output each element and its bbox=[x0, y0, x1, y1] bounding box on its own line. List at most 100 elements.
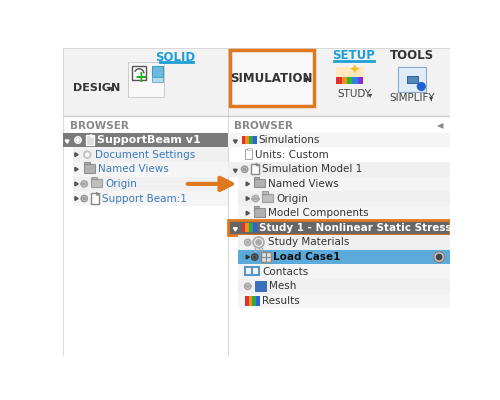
Circle shape bbox=[434, 252, 444, 262]
Bar bbox=[91, 179, 102, 187]
Bar bbox=[408, 76, 418, 84]
Text: Study 1 - Nonlinear Static Stress: Study 1 - Nonlinear Static Stress bbox=[258, 223, 451, 233]
Bar bbox=[398, 67, 426, 92]
Text: Results: Results bbox=[262, 296, 300, 306]
Polygon shape bbox=[246, 255, 250, 259]
Text: Named Views: Named Views bbox=[268, 179, 338, 189]
Text: ▾: ▾ bbox=[304, 74, 309, 84]
Bar bbox=[246, 136, 250, 144]
Text: Units: Custom: Units: Custom bbox=[254, 150, 328, 160]
Circle shape bbox=[254, 256, 256, 258]
Circle shape bbox=[418, 83, 425, 90]
Bar bbox=[254, 206, 260, 208]
Bar bbox=[251, 164, 258, 174]
Bar bbox=[254, 179, 265, 187]
Bar bbox=[247, 148, 252, 150]
Bar bbox=[230, 50, 314, 106]
Bar bbox=[238, 279, 450, 294]
Bar bbox=[253, 136, 257, 144]
Bar bbox=[252, 267, 260, 275]
Polygon shape bbox=[75, 197, 78, 200]
Bar bbox=[84, 164, 95, 173]
Circle shape bbox=[246, 241, 249, 244]
Bar bbox=[228, 162, 450, 176]
Polygon shape bbox=[246, 197, 250, 200]
Bar bbox=[254, 208, 265, 217]
Circle shape bbox=[84, 151, 91, 158]
Bar bbox=[248, 296, 252, 306]
Bar bbox=[128, 62, 164, 97]
Bar bbox=[62, 48, 228, 116]
Bar bbox=[238, 176, 450, 191]
Text: Origin: Origin bbox=[276, 194, 308, 204]
Bar bbox=[62, 116, 228, 356]
Bar bbox=[74, 176, 228, 191]
Text: ▾: ▾ bbox=[429, 94, 434, 102]
Text: SETUP: SETUP bbox=[332, 49, 376, 62]
Circle shape bbox=[254, 197, 256, 200]
Bar bbox=[238, 191, 450, 206]
Text: ✦: ✦ bbox=[348, 64, 360, 78]
Bar bbox=[254, 176, 260, 179]
Bar bbox=[242, 136, 246, 144]
Text: Named Views: Named Views bbox=[98, 164, 169, 174]
Bar bbox=[250, 223, 253, 232]
Bar bbox=[132, 66, 146, 80]
Polygon shape bbox=[75, 182, 78, 186]
Bar bbox=[84, 162, 89, 164]
Bar bbox=[238, 250, 450, 264]
Text: Study Materials: Study Materials bbox=[268, 238, 349, 248]
Text: DESIGN: DESIGN bbox=[74, 83, 120, 93]
Bar bbox=[238, 147, 450, 162]
Bar bbox=[152, 66, 163, 77]
Bar bbox=[238, 294, 450, 308]
Text: +: + bbox=[134, 70, 147, 85]
Text: Simulations: Simulations bbox=[258, 135, 320, 145]
Polygon shape bbox=[234, 169, 237, 172]
Circle shape bbox=[246, 285, 249, 288]
Bar bbox=[74, 162, 228, 176]
Polygon shape bbox=[234, 228, 237, 231]
Text: ▾: ▾ bbox=[368, 90, 372, 99]
Text: Support Beam:1: Support Beam:1 bbox=[102, 194, 187, 204]
Bar bbox=[238, 264, 450, 279]
Bar bbox=[336, 67, 364, 84]
Polygon shape bbox=[75, 167, 78, 171]
Circle shape bbox=[86, 153, 89, 156]
Bar bbox=[74, 147, 228, 162]
Bar bbox=[254, 281, 266, 291]
Text: Mesh: Mesh bbox=[270, 281, 297, 291]
Bar bbox=[256, 296, 260, 306]
Bar bbox=[252, 296, 256, 306]
Polygon shape bbox=[246, 211, 250, 215]
Bar bbox=[244, 296, 248, 306]
Bar bbox=[74, 191, 228, 206]
Circle shape bbox=[83, 183, 86, 185]
Text: SIMPLIFY: SIMPLIFY bbox=[389, 93, 435, 103]
Bar bbox=[62, 133, 228, 147]
Circle shape bbox=[83, 197, 86, 200]
Text: Contacts: Contacts bbox=[262, 267, 308, 277]
Text: SupportBeam v1: SupportBeam v1 bbox=[96, 135, 200, 145]
Bar bbox=[238, 206, 450, 220]
Bar bbox=[228, 133, 450, 147]
Polygon shape bbox=[234, 140, 237, 143]
Text: BROWSER: BROWSER bbox=[234, 121, 292, 131]
Bar bbox=[261, 252, 271, 262]
Text: Document Settings: Document Settings bbox=[95, 150, 196, 160]
Bar bbox=[86, 135, 94, 145]
Text: Model Components: Model Components bbox=[268, 208, 368, 218]
Bar bbox=[228, 220, 450, 235]
Bar bbox=[262, 194, 274, 202]
Bar bbox=[347, 77, 352, 84]
Text: Simulation Model 1: Simulation Model 1 bbox=[262, 164, 362, 174]
Circle shape bbox=[436, 254, 442, 260]
Text: Load Case1: Load Case1 bbox=[274, 252, 340, 262]
Bar bbox=[253, 223, 257, 232]
Text: Origin: Origin bbox=[105, 179, 137, 189]
Text: SIMULATION: SIMULATION bbox=[230, 72, 313, 85]
Circle shape bbox=[77, 139, 79, 141]
Bar bbox=[262, 191, 268, 194]
Bar bbox=[244, 149, 252, 159]
Text: STUDY: STUDY bbox=[337, 89, 371, 99]
